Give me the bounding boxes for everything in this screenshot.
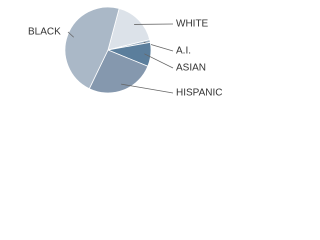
slice-label: WHITE xyxy=(176,19,209,30)
slice-label: HISPANIC xyxy=(176,88,223,99)
leader-line xyxy=(144,53,174,69)
slice-label: BLACK xyxy=(28,27,61,38)
slice-label: ASIAN xyxy=(176,63,206,74)
chart: WHITE A.I. ASIAN HISPANIC BLACK xyxy=(28,6,223,99)
leader-line xyxy=(121,83,174,94)
pie-slice xyxy=(88,49,149,94)
leader-line xyxy=(67,31,75,38)
pie-slice xyxy=(107,7,151,51)
pie-slice xyxy=(64,6,120,90)
slice-label: A.I. xyxy=(176,46,191,57)
